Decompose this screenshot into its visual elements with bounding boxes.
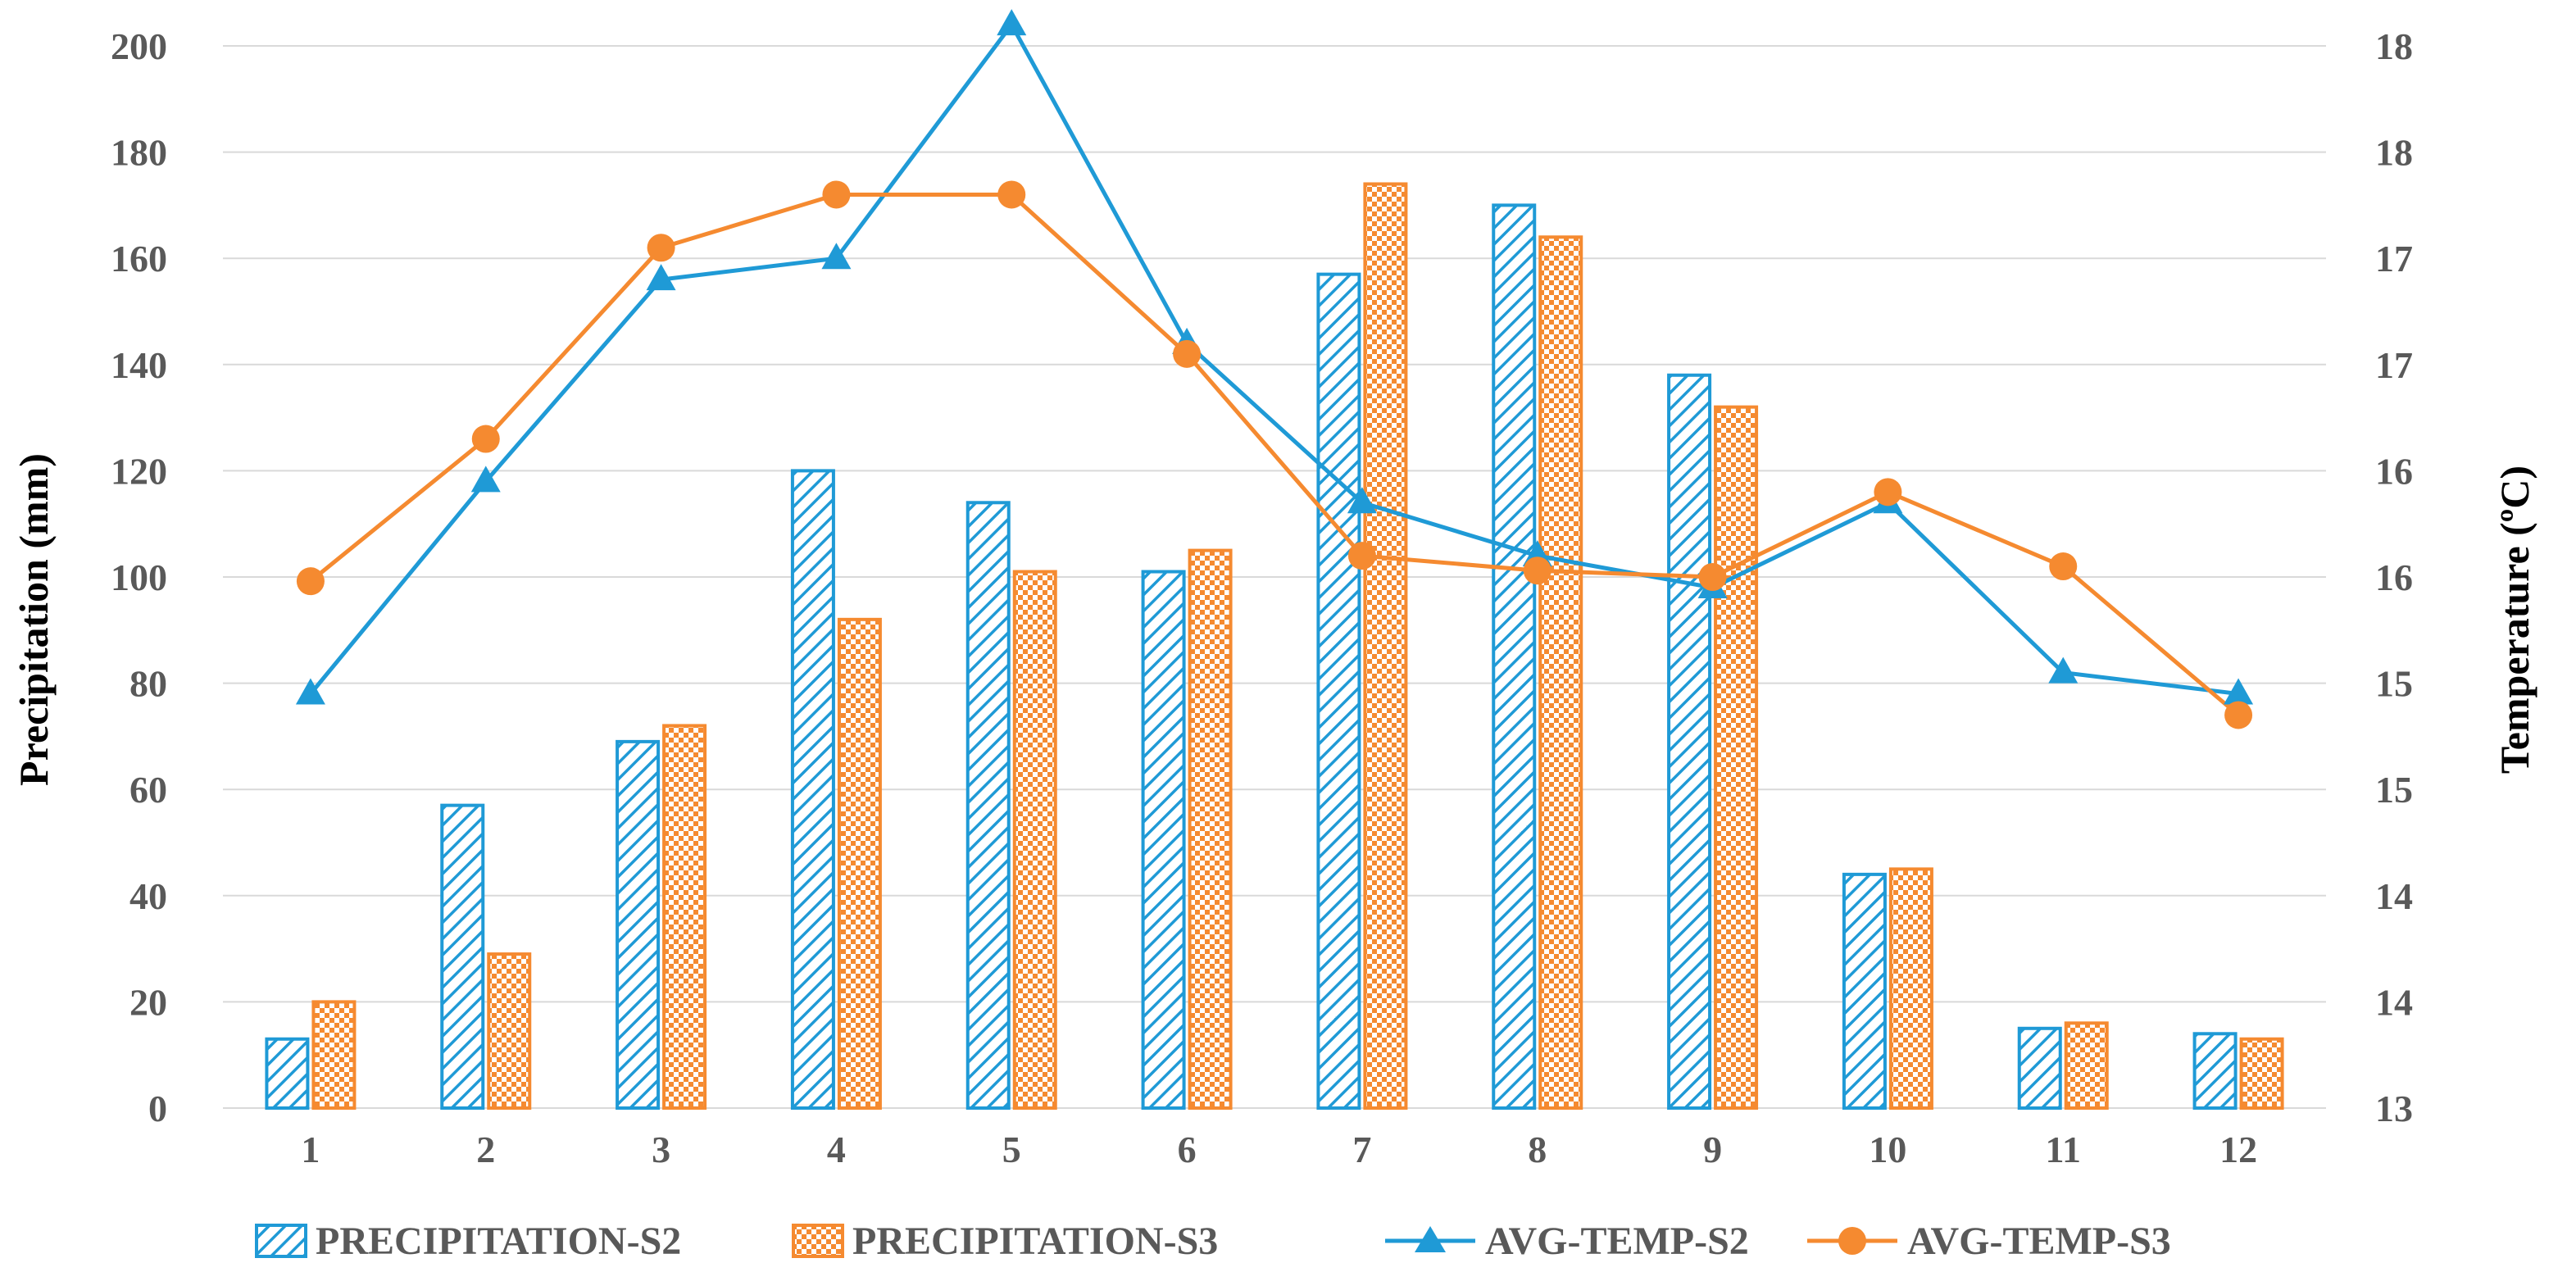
bar-precipitation-s3	[487, 952, 532, 1110]
right-tick-label: 14	[2375, 981, 2413, 1023]
bar-precipitation-s3	[662, 724, 707, 1110]
x-tick-label: 12	[2219, 1129, 2257, 1170]
bar-precipitation-s2	[1842, 872, 1887, 1110]
legend: PRECIPITATION-S2 PRECIPITATION-S3 AVG-TE…	[255, 1220, 2171, 1263]
marker-avg-temp-s3	[647, 234, 675, 262]
marker-avg-temp-s3	[2049, 552, 2078, 581]
right-tick-label: 13	[2375, 1088, 2413, 1129]
bar-precipitation-s3	[1012, 570, 1057, 1110]
marker-avg-temp-s2	[1347, 487, 1377, 514]
marker-avg-temp-s2	[997, 9, 1027, 36]
gridlines	[223, 45, 2326, 1109]
bar-precipitation-s2	[1667, 373, 1712, 1110]
bar-precipitation-s3	[1188, 548, 1233, 1110]
legend-label-precip-s3: PRECIPITATION-S3	[852, 1220, 1218, 1263]
marker-avg-temp-s3	[1173, 339, 1202, 368]
marker-avg-temp-s3	[1347, 542, 1376, 570]
x-tick-label: 4	[827, 1129, 846, 1170]
x-tick-label: 8	[1528, 1129, 1547, 1170]
line-avg-temp-s2	[308, 20, 2239, 697]
legend-marker-temp-s2	[1415, 1226, 1446, 1252]
bar-precipitation-s2	[440, 803, 485, 1110]
right-tick-label: 15	[2375, 769, 2413, 811]
bar-precipitation-s2	[265, 1037, 310, 1111]
bar-precipitation-s2	[1492, 203, 1537, 1110]
bar-precipitation-s3	[1888, 867, 1933, 1111]
marker-avg-temp-s3	[2224, 701, 2253, 729]
right-tick-label: 18	[2375, 132, 2413, 174]
bar-precipitation-s2	[790, 469, 835, 1110]
bar-precipitation-s3	[1538, 235, 1583, 1110]
legend-swatch-precip-s3	[792, 1224, 844, 1258]
right-tick-label: 16	[2375, 450, 2413, 492]
right-tick-label: 16	[2375, 556, 2413, 598]
left-tick-label: 60	[129, 769, 167, 811]
bar-precipitation-s2	[1141, 570, 1186, 1110]
bar-precipitation-s3	[311, 1000, 357, 1111]
marker-avg-temp-s3	[1523, 556, 1552, 585]
x-tick-label: 11	[2046, 1129, 2081, 1170]
x-tick-label: 2	[476, 1129, 495, 1170]
left-axis-ticks: 0 20 40 60 80 100 120 140 160 180 200	[111, 25, 167, 1129]
left-tick-label: 20	[129, 981, 167, 1023]
x-axis-ticks: 1 2 3 4 5 6 7 8 9 10 11 12	[301, 1129, 2257, 1170]
right-tick-label: 15	[2375, 663, 2413, 705]
marker-avg-temp-s3	[822, 180, 851, 209]
bar-precipitation-s2	[2017, 1026, 2062, 1111]
right-axis-ticks: 13 14 14 15 15 16 16 17 17 18 18	[2375, 25, 2413, 1129]
marker-avg-temp-s2	[2048, 656, 2079, 684]
left-tick-label: 40	[129, 875, 167, 917]
bar-precipitation-s3	[2064, 1021, 2109, 1110]
right-tick-label: 14	[2375, 875, 2413, 917]
marker-avg-temp-s3	[1874, 478, 1902, 506]
bar-precipitation-s2	[2192, 1032, 2238, 1111]
x-tick-label: 6	[1178, 1129, 1197, 1170]
right-tick-label: 17	[2375, 344, 2413, 386]
marker-avg-temp-s3	[296, 567, 325, 596]
x-tick-label: 10	[1869, 1129, 1906, 1170]
right-tick-label: 18	[2375, 25, 2413, 67]
marker-avg-temp-s2	[821, 243, 852, 270]
legend-swatch-precip-s2	[255, 1224, 307, 1258]
marker-avg-temp-s3	[997, 180, 1026, 209]
lines	[295, 9, 2254, 729]
legend-label-temp-s2: AVG-TEMP-S2	[1485, 1220, 1749, 1263]
left-axis-title: Precipitation (mm)	[11, 453, 57, 786]
marker-avg-temp-s2	[2224, 678, 2254, 705]
marker-avg-temp-s3	[471, 425, 500, 453]
legend-label-temp-s3: AVG-TEMP-S3	[1907, 1220, 2171, 1263]
legend-marker-temp-s3	[1838, 1227, 1866, 1255]
bar-precipitation-s2	[616, 739, 661, 1110]
x-tick-label: 7	[1352, 1129, 1371, 1170]
bar-precipitation-s3	[837, 617, 882, 1110]
left-tick-label: 80	[129, 663, 167, 705]
marker-avg-temp-s2	[470, 466, 501, 493]
bar-precipitation-s2	[1316, 272, 1361, 1110]
left-tick-label: 0	[148, 1088, 167, 1129]
left-tick-label: 140	[111, 344, 167, 386]
left-tick-label: 180	[111, 132, 167, 174]
legend-label-precip-s2: PRECIPITATION-S2	[316, 1220, 681, 1263]
x-tick-label: 5	[1002, 1129, 1021, 1170]
left-tick-label: 160	[111, 238, 167, 279]
left-tick-label: 120	[111, 450, 167, 492]
left-tick-label: 100	[111, 556, 167, 598]
marker-avg-temp-s2	[295, 678, 325, 705]
line-avg-temp-s3	[309, 192, 2240, 717]
marker-avg-temp-s2	[646, 264, 676, 291]
x-tick-label: 9	[1703, 1129, 1722, 1170]
bar-precipitation-s3	[2239, 1037, 2284, 1111]
left-tick-label: 200	[111, 25, 167, 67]
x-tick-label: 1	[301, 1129, 320, 1170]
bar-precipitation-s3	[1714, 405, 1759, 1110]
bar-precipitation-s3	[1363, 182, 1408, 1111]
x-tick-label: 3	[652, 1129, 670, 1170]
right-tick-label: 17	[2375, 238, 2413, 279]
right-axis-title: Temperature (ºC)	[2492, 466, 2537, 774]
marker-avg-temp-s3	[1698, 563, 1727, 591]
bar-precipitation-s2	[965, 501, 1011, 1110]
bars	[265, 182, 2284, 1111]
